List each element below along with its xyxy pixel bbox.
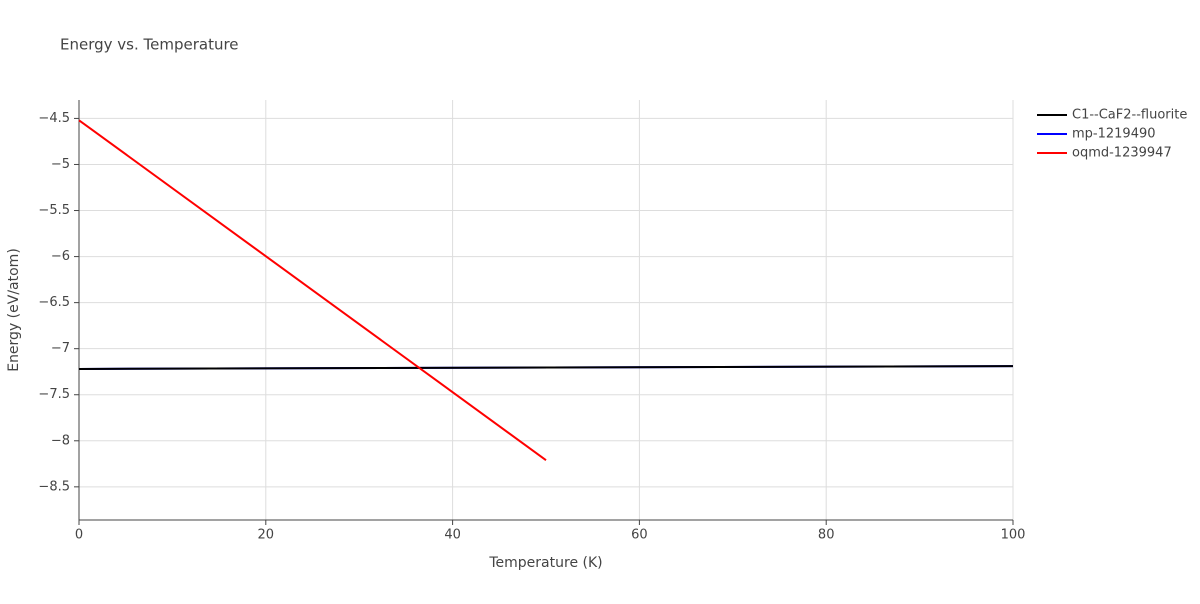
legend-label: C1--CaF2--fluorite [1072, 108, 1187, 123]
x-tick-label: 100 [1001, 528, 1026, 543]
y-tick-label: −7.5 [38, 387, 70, 402]
series-line [78, 365, 1014, 370]
x-tick-label: 0 [75, 528, 83, 543]
series-line [78, 119, 547, 461]
x-tick-label: 40 [444, 528, 461, 543]
legend-label: mp-1219490 [1072, 127, 1156, 142]
chart-title: Energy vs. Temperature [60, 36, 239, 54]
y-axis-title: Energy (eV/atom) [6, 248, 22, 372]
x-tick-label: 80 [818, 528, 835, 543]
y-tick-label: −5 [51, 157, 70, 172]
y-tick-label: −8.5 [38, 479, 70, 494]
y-tick-label: −5.5 [38, 203, 70, 218]
y-tick-label: −8 [51, 433, 70, 448]
y-tick-label: −7 [51, 341, 70, 356]
y-tick-label: −6.5 [38, 295, 70, 310]
x-tick-label: 20 [258, 528, 275, 543]
legend-label: oqmd-1239947 [1072, 146, 1172, 161]
x-axis-title: Temperature (K) [488, 555, 602, 571]
x-tick-label: 60 [631, 528, 648, 543]
y-tick-label: −6 [51, 249, 70, 264]
y-tick-label: −4.5 [38, 111, 70, 126]
